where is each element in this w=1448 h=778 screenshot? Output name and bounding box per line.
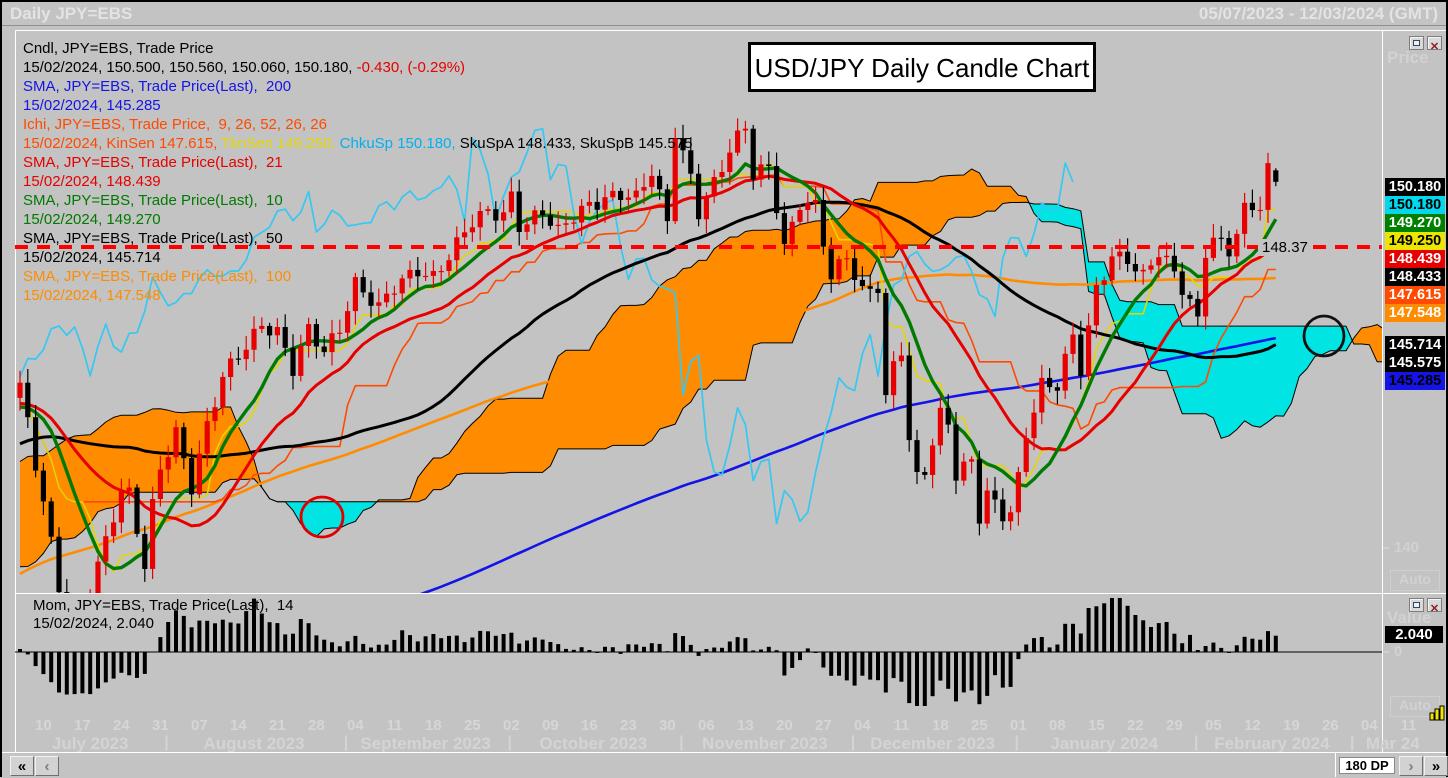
window-date-range: 05/07/2023 - 12/03/2024 (GMT) bbox=[1198, 4, 1438, 23]
mom-zero-dash bbox=[1383, 651, 1389, 653]
price-axis-label: 149.270 bbox=[1385, 214, 1445, 232]
price-axis-label: 147.548 bbox=[1385, 304, 1445, 322]
scroll-first-button[interactable]: « bbox=[10, 756, 34, 776]
legend-line: 15/02/2024, 145.714 bbox=[23, 249, 161, 266]
title-bar: Daily JPY=EBS 05/07/2023 - 12/03/2024 (G… bbox=[2, 2, 1446, 26]
restore-icon bbox=[1413, 40, 1420, 46]
restore-icon bbox=[1413, 602, 1420, 608]
legend-line: SMA, JPY=EBS, Trade Price(Last), 200 bbox=[23, 78, 292, 95]
legend-line: Cndl, JPY=EBS, Trade Price bbox=[23, 40, 214, 57]
momentum-plot[interactable] bbox=[15, 594, 1382, 714]
legend-line: 15/02/2024, 2.040 bbox=[33, 615, 154, 632]
scroll-next-button[interactable]: › bbox=[1399, 756, 1423, 776]
main-panel-restore-button[interactable] bbox=[1409, 36, 1424, 50]
main-chart-legend: Cndl, JPY=EBS, Trade Price 15/02/2024, 15… bbox=[23, 39, 692, 305]
price-axis-label: 149.250 bbox=[1385, 232, 1445, 250]
legend-line: 15/02/2024, 150.500, 150.560, 150.060, 1… bbox=[23, 59, 466, 76]
price-axis-label: 145.575 bbox=[1385, 354, 1445, 372]
legend-line: SMA, JPY=EBS, Trade Price(Last), 10 bbox=[23, 192, 283, 209]
momentum-legend: Mom, JPY=EBS, Trade Price(Last), 14 15/02… bbox=[33, 597, 294, 633]
panel-divider-line bbox=[15, 593, 1446, 594]
mom-value-label: 2.040 bbox=[1385, 626, 1443, 643]
scroll-bar[interactable]: « ‹ 180 DP › » bbox=[2, 752, 1448, 778]
display-periods-field[interactable]: 180 DP bbox=[1339, 757, 1395, 774]
legend-line: Ichi, JPY=EBS, Trade Price, 9, 26, 52, 2… bbox=[23, 116, 327, 133]
frame-left-line bbox=[15, 30, 16, 752]
price-axis-label: 148.433 bbox=[1385, 268, 1445, 286]
price-axis-label: 148.439 bbox=[1385, 250, 1445, 268]
legend-line: SMA, JPY=EBS, Trade Price(Last), 21 bbox=[23, 154, 283, 171]
navbar-divider bbox=[1335, 753, 1336, 777]
price-axis-label: 150.180 bbox=[1385, 178, 1445, 196]
mom-axis-title: Value bbox=[1387, 608, 1432, 627]
mom-zero-tick: 0 bbox=[1394, 643, 1403, 660]
close-icon: ✕ bbox=[1429, 603, 1440, 615]
frame-right-line bbox=[1382, 30, 1383, 752]
scroll-prev-button[interactable]: ‹ bbox=[35, 756, 59, 776]
legend-line: 15/02/2024, 148.439 bbox=[23, 173, 161, 190]
price-tick-140: 140 bbox=[1394, 539, 1420, 556]
legend-line: SMA, JPY=EBS, Trade Price(Last), 50 bbox=[23, 230, 283, 247]
price-axis-label: 147.615 bbox=[1385, 286, 1445, 304]
legend-line: 15/02/2024, 149.270 bbox=[23, 211, 161, 228]
scroll-last-button[interactable]: » bbox=[1424, 756, 1448, 776]
legend-line: 15/02/2024, KinSen 147.615, TknSen 149.2… bbox=[23, 135, 693, 152]
price-axis-auto-button[interactable]: Auto bbox=[1390, 570, 1440, 591]
price-axis-title: Price bbox=[1387, 48, 1429, 67]
time-axis: 10 17 24 31 07 14 21 28 04 11 18 25 02 09 16 23 30 06 13 20… bbox=[35, 717, 1420, 753]
mom-panel-close-button[interactable]: ✕ bbox=[1427, 598, 1442, 615]
hline-price-label: 148.37 bbox=[1258, 239, 1312, 256]
legend-line: Mom, JPY=EBS, Trade Price(Last), 14 bbox=[33, 597, 294, 614]
main-chart-plot[interactable] bbox=[15, 31, 1382, 593]
legend-line: 15/02/2024, 147.548 bbox=[23, 287, 161, 304]
close-icon: ✕ bbox=[1429, 41, 1440, 53]
price-tick-dash bbox=[1383, 547, 1389, 549]
price-axis-label: 145.285 bbox=[1385, 372, 1445, 390]
legend-line: SMA, JPY=EBS, Trade Price(Last), 100 bbox=[23, 268, 292, 285]
price-axis-label: 145.714 bbox=[1385, 336, 1445, 354]
chart-tool-icon[interactable] bbox=[1429, 705, 1445, 721]
chart-title-annotation[interactable]: USD/JPY Daily Candle Chart bbox=[748, 42, 1096, 92]
mom-panel-restore-button[interactable] bbox=[1409, 598, 1424, 612]
window-title: Daily JPY=EBS bbox=[10, 4, 133, 23]
price-axis-label: 150.180 bbox=[1385, 196, 1445, 214]
frame-top-line bbox=[15, 30, 1446, 31]
main-panel-close-button[interactable]: ✕ bbox=[1427, 36, 1442, 53]
legend-line: 15/02/2024, 145.285 bbox=[23, 97, 161, 114]
